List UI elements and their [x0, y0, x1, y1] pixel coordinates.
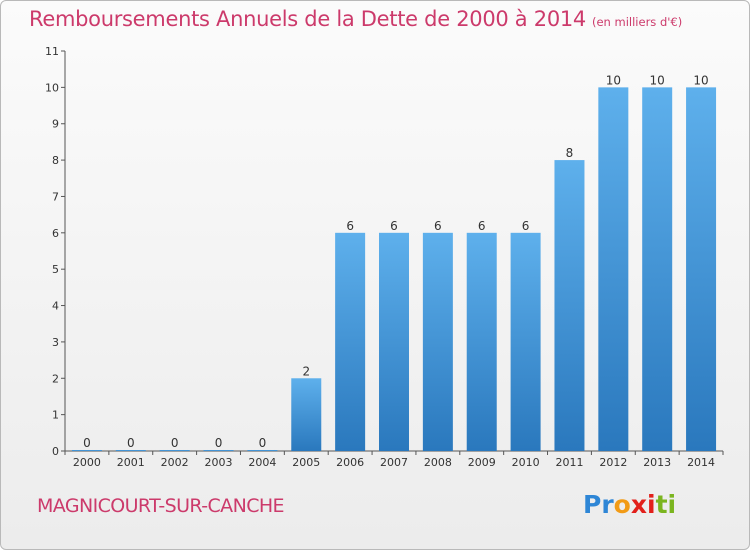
proxiti-logo: Proxiti: [583, 490, 676, 519]
logo-letter: i: [647, 490, 656, 519]
bar: [115, 450, 146, 451]
bar: [335, 232, 366, 451]
bar-value-label: 6: [434, 219, 442, 233]
x-tick-label: 2000: [73, 456, 101, 469]
bar: [686, 87, 717, 451]
bar-value-label: 0: [127, 436, 135, 450]
x-tick-label: 2011: [555, 456, 583, 469]
logo-letter: x: [630, 490, 647, 519]
chart-title: Remboursements Annuels de la Dette de 20…: [29, 7, 682, 31]
bar: [159, 450, 190, 451]
bar: [554, 160, 585, 451]
x-tick-label: 2010: [512, 456, 540, 469]
y-tick-label: 2: [52, 372, 59, 385]
y-tick-label: 10: [45, 81, 59, 94]
x-tick-label: 2009: [468, 456, 496, 469]
bar-value-label: 6: [346, 219, 354, 233]
bar: [291, 378, 322, 451]
y-tick-label: 11: [45, 45, 59, 58]
bar-value-label: 8: [566, 146, 574, 160]
y-tick-label: 9: [52, 118, 59, 131]
bar-value-label: 6: [478, 219, 486, 233]
bar-value-label: 6: [522, 219, 530, 233]
x-tick-label: 2013: [643, 456, 671, 469]
logo-letter: r: [601, 490, 614, 519]
logo-letter: o: [613, 490, 631, 519]
x-tick-label: 2004: [248, 456, 276, 469]
bar-value-label: 0: [83, 436, 91, 450]
bar: [422, 232, 453, 451]
bar-value-label: 10: [606, 73, 621, 87]
x-tick-label: 2012: [599, 456, 627, 469]
x-tick-label: 2007: [380, 456, 408, 469]
bar-value-label: 10: [693, 73, 708, 87]
chart-bars: [71, 87, 717, 451]
town-name: MAGNICOURT-SUR-CANCHE: [37, 495, 285, 517]
y-tick-label: 7: [52, 190, 59, 203]
x-tick-label: 2002: [161, 456, 189, 469]
bar-value-label: 0: [259, 436, 267, 450]
bar-value-label: 0: [215, 436, 223, 450]
bar: [598, 87, 629, 451]
logo-letter: P: [583, 490, 602, 519]
y-tick-label: 3: [52, 336, 59, 349]
x-tick-label: 2006: [336, 456, 364, 469]
bar-value-label: 6: [390, 219, 398, 233]
y-tick-label: 0: [52, 445, 59, 458]
chart-data-labels: 0 0 0 0 0 2 6 6 6 6 6 8 10 10 10: [83, 73, 709, 450]
logo-letter: i: [667, 490, 677, 519]
bar-value-label: 0: [171, 436, 179, 450]
logo-letter: t: [655, 490, 668, 519]
x-tick-label: 2003: [205, 456, 233, 469]
bar: [466, 232, 497, 451]
y-tick-label: 6: [52, 227, 59, 240]
bar: [379, 232, 409, 451]
chart-title-main: Remboursements Annuels de la Dette de 20…: [29, 7, 586, 31]
bar: [642, 87, 673, 451]
bar-value-label: 2: [302, 364, 310, 378]
bar-value-label: 10: [650, 73, 665, 87]
y-tick-label: 1: [52, 409, 59, 422]
y-tick-label: 4: [52, 300, 59, 313]
bar: [247, 450, 278, 451]
x-tick-label: 2001: [117, 456, 145, 469]
x-tick-label: 2005: [292, 456, 320, 469]
x-tick-label: 2008: [424, 456, 452, 469]
y-tick-label: 5: [52, 263, 59, 276]
chart-title-unit: (en milliers d'€): [592, 15, 683, 29]
y-tick-label: 8: [52, 154, 59, 167]
x-tick-label: 2014: [687, 456, 715, 469]
bar: [203, 450, 234, 451]
bar: [71, 450, 102, 451]
bar: [510, 232, 541, 451]
